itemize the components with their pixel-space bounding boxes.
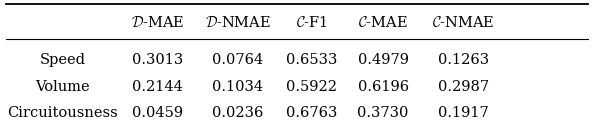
Text: $\mathcal{C}$-MAE: $\mathcal{C}$-MAE xyxy=(358,15,408,30)
Text: 0.0236: 0.0236 xyxy=(212,106,263,120)
Text: $\mathcal{C}$-F1: $\mathcal{C}$-F1 xyxy=(296,15,328,30)
Text: 0.6763: 0.6763 xyxy=(286,106,337,120)
Text: 0.6533: 0.6533 xyxy=(286,53,337,68)
Text: 0.2144: 0.2144 xyxy=(132,80,183,94)
Text: Speed: Speed xyxy=(39,53,86,68)
Text: 0.3013: 0.3013 xyxy=(132,53,183,68)
Text: $\mathcal{D}$-NMAE: $\mathcal{D}$-NMAE xyxy=(204,15,271,30)
Text: 0.0459: 0.0459 xyxy=(132,106,183,120)
Text: Volume: Volume xyxy=(35,80,90,94)
Text: 0.4979: 0.4979 xyxy=(358,53,409,68)
Text: Circuitousness: Circuitousness xyxy=(7,106,118,120)
Text: 0.1917: 0.1917 xyxy=(438,106,489,120)
Text: 0.1034: 0.1034 xyxy=(212,80,263,94)
Text: 0.3730: 0.3730 xyxy=(358,106,409,120)
Text: 0.0764: 0.0764 xyxy=(212,53,263,68)
Text: 0.1263: 0.1263 xyxy=(438,53,489,68)
Text: 0.2987: 0.2987 xyxy=(438,80,489,94)
Text: $\mathcal{D}$-MAE: $\mathcal{D}$-MAE xyxy=(131,15,184,30)
Text: $\mathcal{C}$-NMAE: $\mathcal{C}$-NMAE xyxy=(432,15,495,30)
Text: 0.5922: 0.5922 xyxy=(286,80,337,94)
Text: 0.6196: 0.6196 xyxy=(358,80,409,94)
